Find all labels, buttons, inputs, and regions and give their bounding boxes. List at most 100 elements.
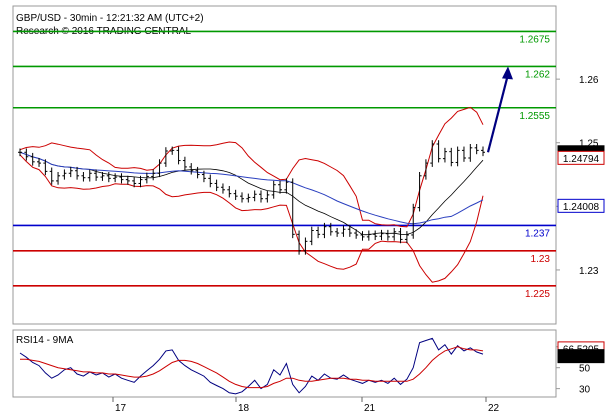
bollinger-middle	[19, 151, 484, 236]
candle	[163, 147, 168, 167]
candle	[81, 171, 86, 182]
ma-line	[19, 151, 484, 225]
candle	[379, 229, 384, 241]
candle	[316, 226, 321, 239]
rsi-panel: RSI14 - 9MA 705030 66.520562.9453	[12, 329, 605, 398]
candle	[455, 146, 460, 167]
candle	[335, 227, 340, 237]
level-label-4: 1.23	[531, 254, 551, 265]
candle	[303, 237, 308, 255]
level-label-2: 1.2555	[519, 111, 550, 122]
rsi-panel-frame	[12, 329, 557, 398]
price-badge-2-box	[557, 198, 605, 213]
candle	[404, 231, 409, 244]
candle	[259, 190, 264, 203]
candle	[119, 173, 124, 184]
time-label: 18	[238, 403, 250, 414]
candle	[24, 148, 29, 161]
rsi-lines	[19, 337, 484, 395]
candle	[252, 190, 257, 202]
candle	[341, 225, 346, 237]
rsi-badge-1: 62.9453	[563, 352, 600, 363]
candle	[100, 171, 105, 181]
candle	[366, 230, 371, 241]
candle	[265, 191, 270, 203]
candle	[43, 159, 48, 176]
candle	[30, 152, 35, 166]
candle	[423, 159, 428, 180]
price-tick-label: 1.25	[579, 139, 599, 150]
candle	[75, 166, 80, 180]
candle	[373, 230, 378, 241]
time-label: 17	[115, 403, 127, 414]
candle	[417, 171, 422, 212]
candle	[474, 144, 479, 155]
candle	[290, 178, 295, 239]
rsi-title: RSI14 - 9MA	[16, 335, 74, 346]
candle	[132, 177, 137, 188]
candle	[239, 192, 244, 203]
level-label-5: 1.225	[525, 289, 550, 300]
candle	[49, 167, 54, 185]
candle	[227, 185, 232, 198]
price-panel: GBP/USD - 30min - 12:21:32 AM (UTC+2) Re…	[12, 5, 605, 325]
price-tick-label: 1.23	[579, 266, 599, 277]
candle	[220, 183, 225, 194]
candle	[322, 222, 327, 239]
price-badge-2: 1.24008	[563, 202, 600, 213]
level-label-3: 1.237	[525, 228, 550, 239]
candle	[309, 226, 314, 246]
candle	[385, 229, 390, 241]
candle	[347, 225, 352, 237]
candle	[144, 172, 149, 184]
candle	[392, 227, 397, 241]
time-label: 21	[364, 403, 376, 414]
candle	[56, 171, 61, 185]
rsi-tick-label: 30	[579, 385, 591, 396]
candle	[18, 148, 22, 157]
candle	[151, 169, 156, 181]
candle	[189, 163, 194, 175]
candle	[328, 222, 333, 236]
candle	[94, 169, 99, 181]
candle	[233, 189, 238, 200]
rsi-tick-label: 50	[579, 364, 591, 375]
candle	[157, 159, 162, 178]
candle	[106, 171, 111, 183]
candle	[398, 227, 403, 244]
candle	[360, 231, 365, 241]
level-label-1: 1.262	[525, 69, 550, 80]
bollinger-upper	[19, 106, 484, 228]
rsi-badges: 66.520562.9453	[557, 341, 605, 364]
arrow-head	[502, 66, 513, 80]
price-badge-1: 1.24794	[563, 154, 600, 165]
candle	[87, 169, 92, 182]
candlesticks	[18, 140, 485, 255]
candle	[481, 146, 485, 157]
price-badge-1-box	[557, 150, 605, 165]
arrow-shaft	[486, 74, 510, 153]
candle	[170, 146, 175, 155]
candle	[442, 147, 447, 163]
candle	[208, 174, 213, 188]
price-axis-ticks: 1.261.251.241.23	[556, 75, 599, 277]
moving-average	[19, 151, 484, 225]
candle	[271, 180, 276, 199]
candle	[195, 166, 200, 179]
time-axis: 17 18 21 22	[13, 396, 556, 414]
chart-header-line1: GBP/USD - 30min - 12:21:32 AM (UTC+2)	[16, 13, 204, 24]
price-panel-frame	[12, 5, 557, 325]
candle	[113, 173, 118, 183]
candle	[468, 144, 473, 162]
candle	[278, 180, 283, 194]
projection-arrow	[486, 66, 513, 153]
candle	[430, 140, 435, 167]
candle	[138, 175, 143, 188]
candle	[62, 169, 67, 180]
bollinger-bands	[19, 106, 484, 283]
candle	[182, 156, 187, 171]
candle	[201, 170, 206, 183]
candle	[246, 193, 251, 203]
